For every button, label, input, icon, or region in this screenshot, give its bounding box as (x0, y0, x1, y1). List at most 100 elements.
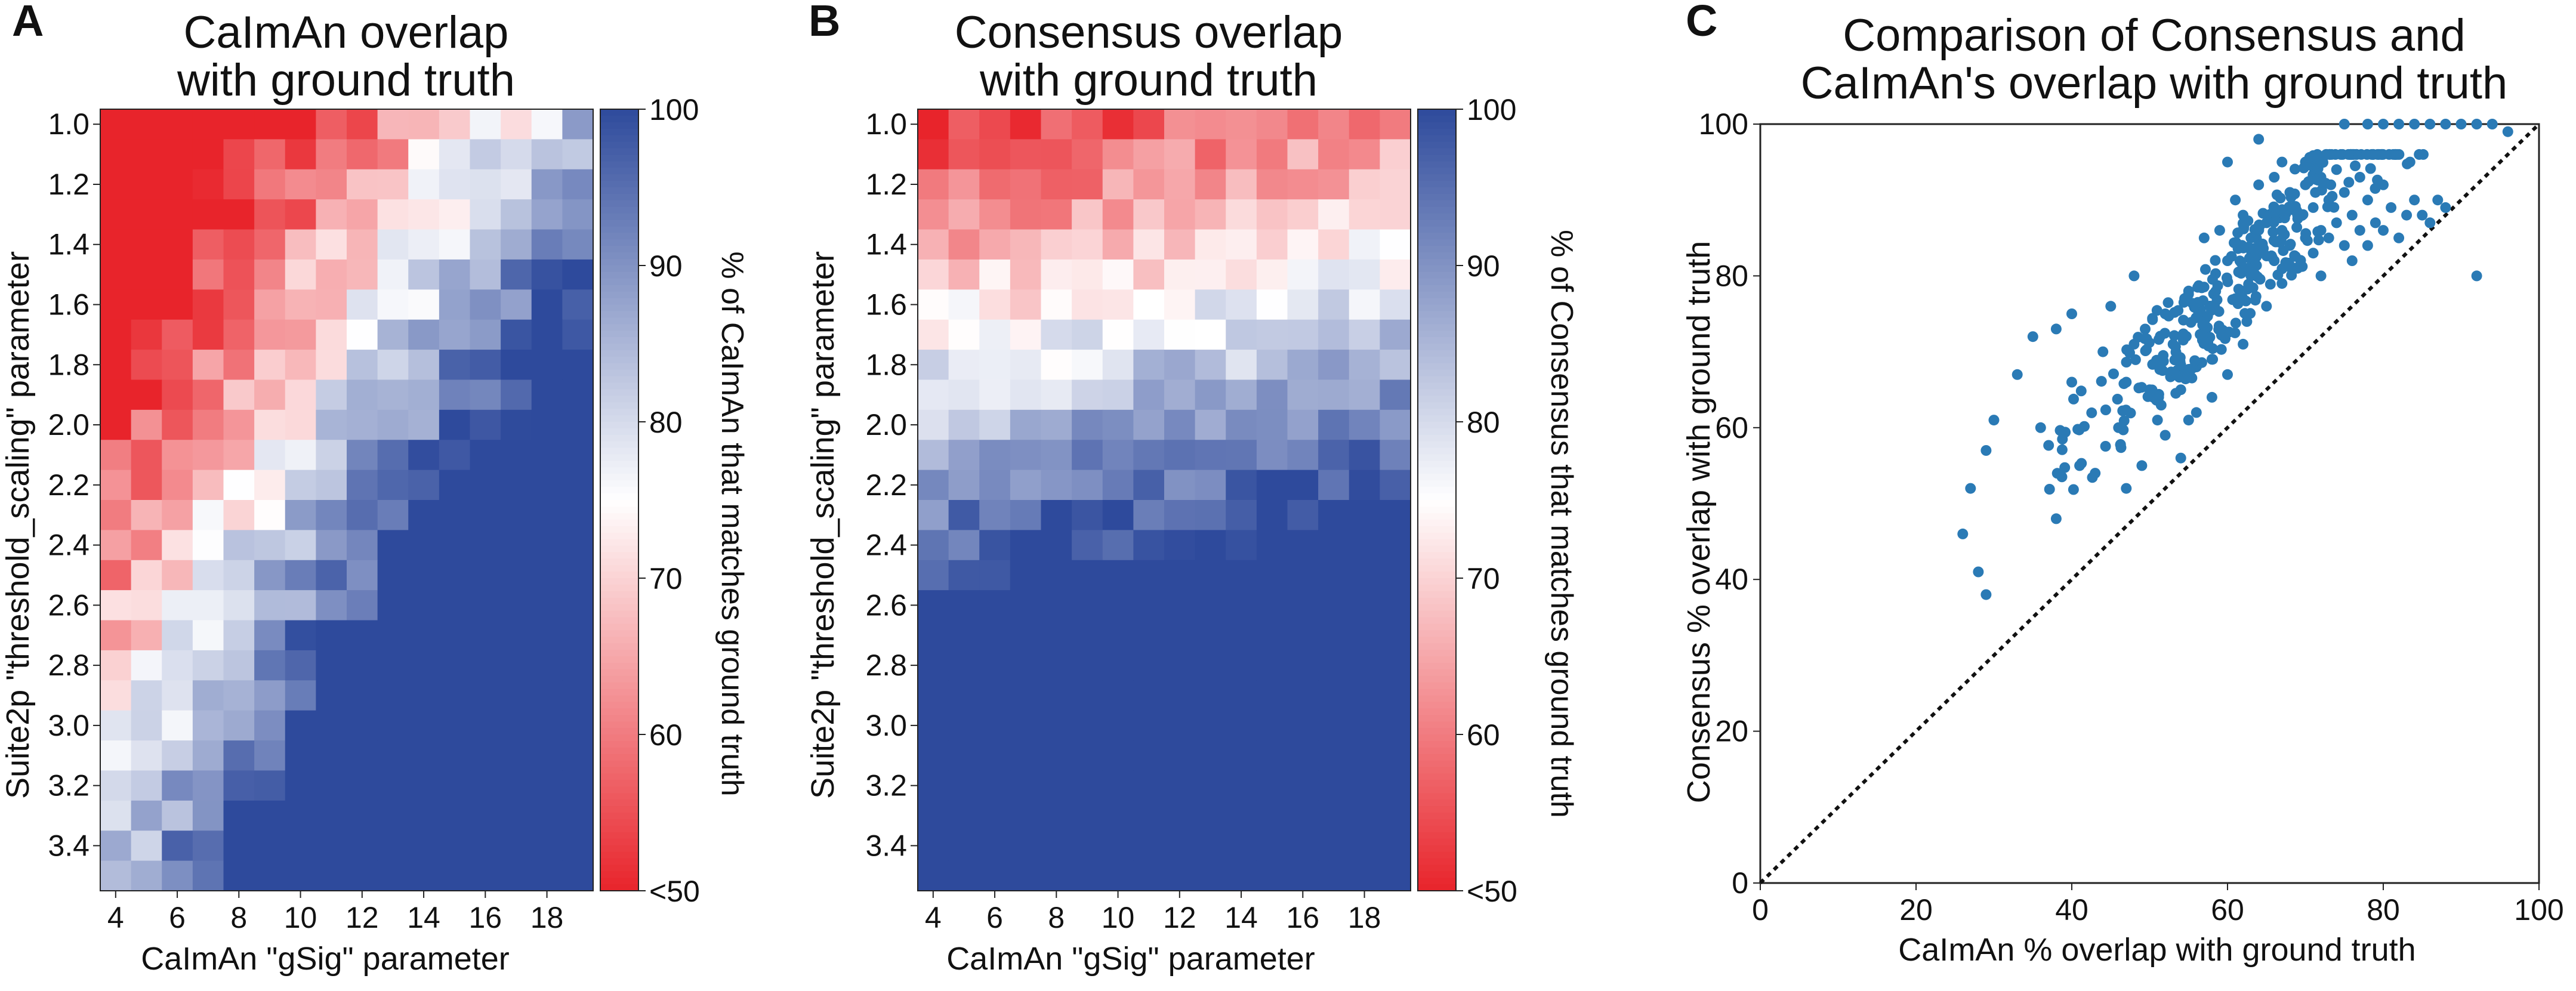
heatmap-cell (1226, 800, 1257, 831)
colorbar-segment (1418, 141, 1456, 149)
heatmap-cell (439, 319, 471, 350)
heatmap-cell (347, 590, 378, 621)
y-tick-label: 2.0 (48, 408, 90, 442)
heatmap-cell (100, 710, 132, 741)
heatmap-cell (1195, 199, 1226, 230)
heatmap-cell (162, 470, 193, 501)
scatter-point (2502, 126, 2513, 137)
scatter-point (2206, 391, 2217, 403)
colorbar-segment (600, 213, 638, 221)
colorbar-segment (600, 747, 638, 755)
heatmap-cell (1072, 620, 1103, 651)
heatmap-cell (948, 109, 980, 140)
heatmap-cell (1226, 409, 1257, 440)
heatmap-cell (131, 831, 162, 862)
scatter-point (2424, 119, 2436, 129)
scatter-point (2235, 268, 2247, 279)
heatmap-cell (1287, 289, 1319, 320)
heatmap-cell (1133, 350, 1165, 381)
heatmap-cell (562, 109, 594, 140)
heatmap-cell (439, 740, 471, 771)
heatmap-cell (223, 109, 255, 140)
x-tick-label: 0 (1752, 893, 1769, 927)
heatmap-cell (1164, 379, 1196, 410)
colorbar-segment (1418, 135, 1456, 143)
heatmap-cell (979, 620, 1011, 651)
heatmap-cell (470, 800, 501, 831)
scatter-point (2346, 209, 2358, 221)
colorbar-tick-label: 80 (1467, 406, 1500, 439)
scatter-point (2354, 172, 2365, 183)
scatter-point (2222, 156, 2233, 168)
scatter-point (2186, 372, 2198, 384)
colorbar-segment (1418, 337, 1456, 344)
x-tick-label: 10 (1102, 901, 1135, 934)
heatmap-cell (131, 199, 162, 230)
colorbar-segment (600, 656, 638, 663)
heatmap-cell (531, 770, 563, 801)
colorbar-segment (600, 865, 638, 872)
heatmap-cell (254, 590, 286, 621)
heatmap-cell (1349, 831, 1380, 862)
heatmap-cell (285, 109, 316, 140)
heatmap-cell (1349, 199, 1380, 230)
heatmap-cell (100, 229, 132, 260)
colorbar-segment (600, 298, 638, 305)
scatter-point (2232, 227, 2244, 239)
heatmap-cell (100, 169, 132, 200)
heatmap-cell (377, 740, 409, 771)
y-tick-label: 2.0 (865, 408, 907, 442)
heatmap-cell (1072, 199, 1103, 230)
heatmap-cell (1318, 500, 1350, 530)
heatmap-cell (316, 470, 347, 501)
heatmap-cell (1318, 831, 1350, 862)
colorbar-segment (600, 552, 638, 560)
heatmap-cell (1287, 831, 1319, 862)
y-tick-label: 2.2 (48, 468, 90, 502)
scatter-point (2354, 225, 2365, 236)
heatmap-cell (1318, 590, 1350, 621)
heatmap-cell (347, 169, 378, 200)
heatmap-cell (1072, 530, 1103, 561)
scatter-point (2269, 172, 2280, 183)
heatmap-cell (254, 560, 286, 591)
heatmap-cell (1102, 740, 1134, 771)
heatmap-cell (501, 650, 532, 681)
scatter-point (2404, 156, 2415, 168)
scatter-point (2276, 278, 2288, 289)
panel-letter-a: A (12, 0, 44, 45)
colorbar-segment (600, 278, 638, 286)
heatmap-cell (1164, 831, 1196, 862)
heatmap-cell (347, 770, 378, 801)
heatmap-cell (1164, 740, 1196, 771)
heatmap-cell (1349, 860, 1380, 891)
heatmap-cell (1349, 289, 1380, 320)
heatmap-cell (347, 530, 378, 561)
heatmap-cell (162, 350, 193, 381)
colorbar-segment (600, 109, 638, 116)
heatmap-cell (1041, 139, 1072, 170)
heatmap-cell (1287, 319, 1319, 350)
heatmap-cell (316, 319, 347, 350)
heatmap-cell (1380, 109, 1411, 140)
scatter-point (2207, 354, 2219, 365)
x-tick-label: 60 (2211, 893, 2244, 927)
heatmap-cell (1041, 860, 1072, 891)
colorbar-segment (600, 115, 638, 123)
scatter-point (2115, 439, 2126, 450)
heatmap-cell (1102, 560, 1134, 591)
heatmap-cell (470, 770, 501, 801)
heatmap-cell (1287, 770, 1319, 801)
heatmap-cell (377, 590, 409, 621)
heatmap-cell (1287, 620, 1319, 651)
heatmap-cell (1102, 109, 1134, 140)
heatmap-cell (254, 350, 286, 381)
heatmap-cell (1195, 620, 1226, 651)
heatmap-cell (1256, 650, 1288, 681)
colorbar-tick-label: 60 (649, 718, 683, 752)
scatter-point (2196, 282, 2207, 294)
scatter-point (2417, 209, 2428, 221)
y-tick-label: 80 (1715, 259, 1748, 292)
heatmap-cell (223, 560, 255, 591)
scatter-point (2158, 356, 2169, 367)
